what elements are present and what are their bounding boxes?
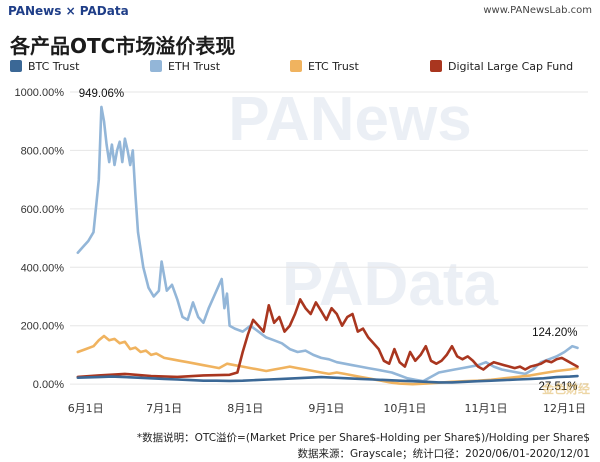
- chart-plot: PANewsPAData0.00%200.00%400.00%600.00%80…: [14, 85, 588, 415]
- footnote-formula: *数据说明：OTC溢价=(Market Price per Share$-Hol…: [136, 432, 590, 444]
- series-line-btc: [76, 374, 579, 384]
- corner-watermark: 金色财经: [541, 382, 590, 396]
- data-label: 949.06%: [79, 88, 124, 100]
- legend-item-eth: ETH Trust: [150, 60, 220, 73]
- y-tick-label: 0.00%: [33, 379, 64, 391]
- x-tick-label: 7月1日: [146, 402, 182, 415]
- data-label: 27.51%: [539, 381, 578, 393]
- legend: BTC Trust ETH Trust ETC Trust Digital La…: [10, 60, 590, 78]
- x-tick-label: 8月1日: [227, 402, 263, 415]
- legend-label-btc: BTC Trust: [28, 60, 80, 73]
- y-tick-label: 400.00%: [21, 262, 65, 274]
- legend-item-dlcf: Digital Large Cap Fund: [430, 60, 573, 73]
- header-bar: PANews × PAData www.PANewsLab.com: [0, 0, 600, 22]
- brand-logo: PANews × PAData: [8, 4, 129, 18]
- legend-label-dlcf: Digital Large Cap Fund: [448, 60, 574, 73]
- watermark-panews: PANews: [228, 85, 472, 154]
- y-tick-label: 1000.00%: [14, 87, 64, 99]
- legend-swatch-etc: [290, 60, 302, 72]
- y-tick-label: 600.00%: [21, 204, 65, 216]
- legend-item-etc: ETC Trust: [290, 60, 359, 73]
- legend-swatch-btc: [10, 60, 22, 72]
- x-tick-label: 11月1日: [464, 402, 507, 415]
- data-label: 124.20%: [532, 327, 577, 339]
- chart-title: 各产品OTC市场溢价表现: [10, 34, 236, 58]
- legend-item-btc: BTC Trust: [10, 60, 79, 73]
- y-tick-label: 200.00%: [21, 321, 65, 333]
- legend-swatch-dlcf: [430, 60, 442, 72]
- x-tick-label: 9月1日: [308, 402, 344, 415]
- x-tick-label: 6月1日: [68, 402, 104, 415]
- series-line-dlcf: [76, 298, 579, 379]
- footnote-source: 数据来源：Grayscale；统计口径：2020/06/01-2020/12/0…: [297, 448, 590, 460]
- x-tick-label: 10月1日: [383, 402, 426, 415]
- x-tick-label: 12月1日: [543, 402, 586, 415]
- y-tick-label: 800.00%: [21, 145, 65, 157]
- legend-label-eth: ETH Trust: [168, 60, 221, 73]
- legend-swatch-eth: [150, 60, 162, 72]
- site-url: www.PANewsLab.com: [483, 5, 592, 16]
- legend-label-etc: ETC Trust: [308, 60, 359, 73]
